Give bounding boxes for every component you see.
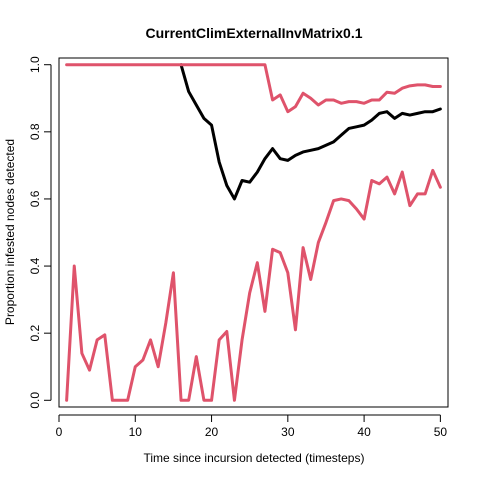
x-axis-title: Time since incursion detected (timesteps… — [144, 451, 365, 465]
y-tick-label: 0.6 — [28, 190, 42, 207]
x-tick-label: 30 — [281, 425, 295, 439]
x-tick-label: 50 — [434, 425, 448, 439]
x-tick-label: 20 — [205, 425, 219, 439]
y-tick-label: 0.0 — [28, 392, 42, 409]
y-tick-label: 0.2 — [28, 325, 42, 342]
y-tick-label: 0.8 — [28, 123, 42, 140]
y-tick-label: 0.4 — [28, 257, 42, 274]
chart-title: CurrentClimExternalInvMatrix0.1 — [145, 25, 362, 41]
x-tick-label: 0 — [56, 425, 63, 439]
x-tick-label: 40 — [357, 425, 371, 439]
y-axis-title: Proportion infested nodes detected — [3, 139, 17, 325]
x-tick-label: 10 — [129, 425, 143, 439]
y-tick-label: 1.0 — [28, 56, 42, 73]
